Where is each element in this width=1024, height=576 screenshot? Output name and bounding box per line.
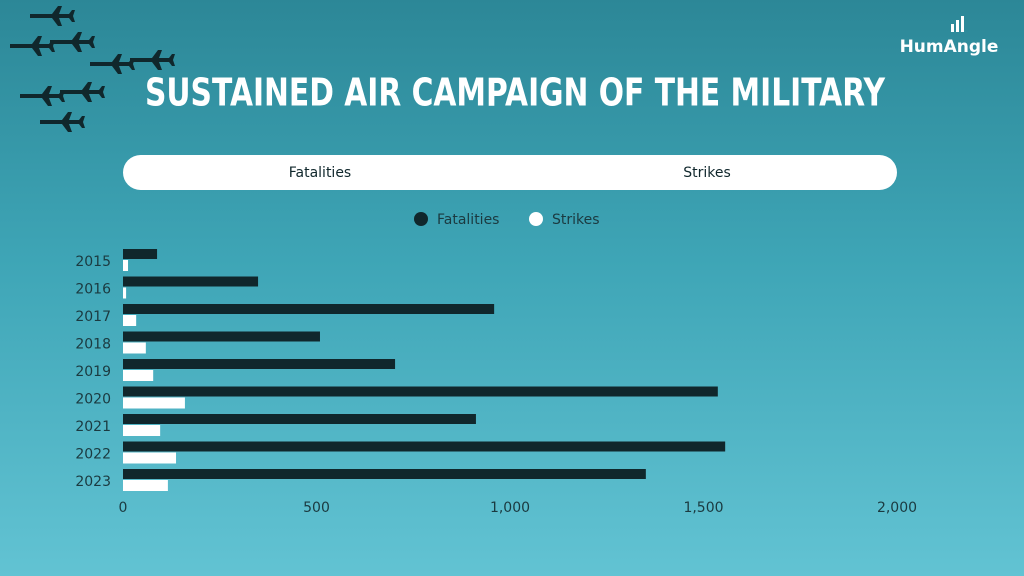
jet-icons xyxy=(10,6,175,132)
y-tick-label: 2019 xyxy=(75,364,111,380)
x-tick-label: 0 xyxy=(119,500,128,516)
bar xyxy=(123,287,127,299)
bar xyxy=(123,386,718,397)
bar xyxy=(123,315,137,326)
legend-swatch xyxy=(414,212,428,226)
chart-title: SUSTAINED AIR CAMPAIGN OF THE MILITARY xyxy=(145,71,885,115)
bar xyxy=(123,249,158,259)
y-tick-label: 2018 xyxy=(75,337,111,353)
brand: HumAngle xyxy=(900,37,999,57)
y-tick-label: 2016 xyxy=(75,282,111,298)
bar xyxy=(123,469,646,479)
legend-swatch xyxy=(529,212,543,226)
bar xyxy=(123,260,129,271)
y-tick-label: 2020 xyxy=(75,392,111,408)
bar xyxy=(123,425,161,436)
bar xyxy=(123,480,168,491)
legend-label: Fatalities xyxy=(437,212,499,228)
brand-icon xyxy=(951,16,964,32)
bar xyxy=(123,414,476,424)
bar xyxy=(123,331,320,342)
bar xyxy=(123,452,177,464)
y-tick-label: 2022 xyxy=(75,447,111,463)
y-tick-label: 2017 xyxy=(75,309,111,325)
bar xyxy=(123,304,495,314)
x-tick-label: 500 xyxy=(303,500,330,516)
x-tick-label: 2,000 xyxy=(877,500,917,516)
tab-bar: Fatalities Strikes xyxy=(123,155,897,190)
tab[interactable]: Strikes xyxy=(683,165,731,181)
bar xyxy=(123,342,146,354)
x-tick-label: 1,000 xyxy=(490,500,530,516)
legend-label: Strikes xyxy=(552,212,600,228)
bar xyxy=(123,276,259,287)
tab-pill xyxy=(123,155,897,190)
x-tick-label: 1,500 xyxy=(683,500,723,516)
y-tick-label: 2021 xyxy=(75,419,111,435)
bar xyxy=(123,370,154,381)
bar xyxy=(123,359,396,369)
y-tick-label: 2023 xyxy=(75,474,111,490)
tab[interactable]: Fatalities xyxy=(289,165,351,181)
bar xyxy=(123,441,726,452)
bar xyxy=(123,397,185,409)
y-tick-label: 2015 xyxy=(75,254,111,270)
